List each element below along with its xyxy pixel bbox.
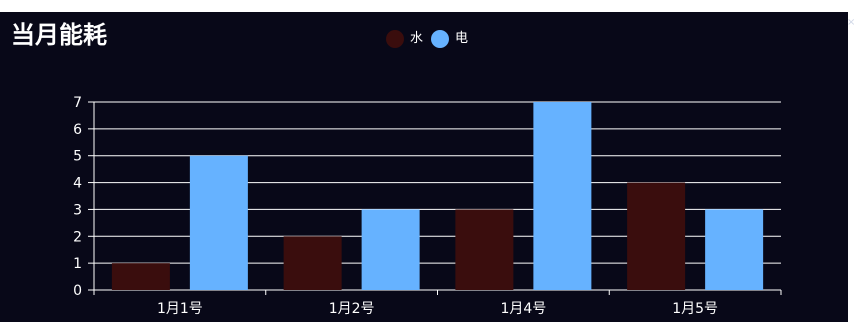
bar-electricity-1[interactable]: [361, 209, 420, 290]
bar-electricity-2[interactable]: [533, 102, 592, 290]
y-tick-label: 1: [73, 256, 82, 272]
y-tick-label: 5: [73, 149, 82, 165]
bar-water-0[interactable]: [111, 263, 170, 290]
x-tick-label: 1月5号: [672, 301, 718, 317]
bar-water-1[interactable]: [283, 236, 342, 290]
legend-swatch-electricity: [431, 30, 450, 48]
x-tick-label: 1月1号: [157, 301, 203, 317]
x-tick-label: 1月2号: [329, 301, 375, 317]
legend-swatch-water: [386, 30, 404, 48]
legend-item-electricity[interactable]: 电: [431, 30, 468, 48]
bar-electricity-3[interactable]: [705, 209, 764, 290]
legend: 水 电: [386, 30, 468, 48]
legend-label-electricity: 电: [455, 31, 469, 46]
y-tick-label: 0: [73, 283, 82, 299]
bar-water-2[interactable]: [455, 209, 514, 290]
bars: [111, 102, 764, 290]
chart-title: 当月能耗: [11, 21, 107, 49]
legend-label-water: 水: [410, 31, 424, 46]
y-tick-label: 2: [73, 229, 82, 245]
y-tick-label: 3: [73, 202, 82, 218]
x-tick-label: 1月4号: [500, 301, 546, 317]
x-tick-labels: 1月1号 1月2号 1月4号 1月5号: [157, 301, 718, 317]
bar-electricity-0[interactable]: [189, 155, 248, 290]
y-tick-labels: 0 1 2 3 4 5 6 7: [73, 95, 82, 299]
bar-water-3[interactable]: [627, 182, 686, 290]
y-tick-label: 4: [73, 176, 82, 192]
y-tick-label: 6: [73, 122, 82, 138]
legend-item-water[interactable]: 水: [386, 30, 423, 48]
close-icon[interactable]: ×: [847, 17, 855, 28]
y-tick-label: 7: [73, 95, 82, 111]
